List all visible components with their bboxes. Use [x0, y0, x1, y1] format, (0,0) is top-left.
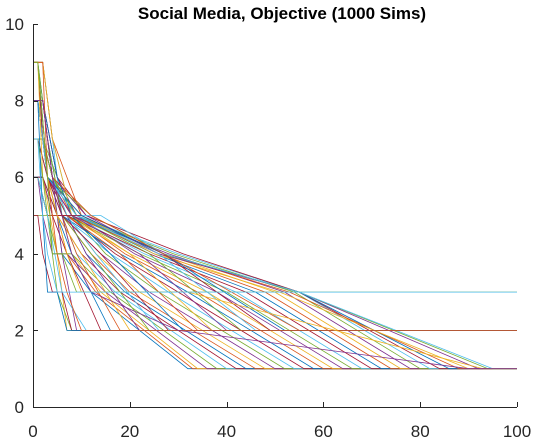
x-tick-label: 20 [120, 422, 139, 439]
y-tick-label: 8 [15, 92, 24, 111]
x-tick-label: 40 [217, 422, 236, 439]
series-group [33, 61, 517, 370]
tick-group: 0 20 40 60 80 100 0 2 4 6 8 10 [5, 15, 531, 439]
y-tick-label: 2 [15, 321, 24, 340]
series-line-5 [33, 215, 517, 370]
y-tick-label: 0 [15, 398, 24, 417]
y-tick-label: 6 [15, 168, 24, 187]
axes-group [33, 24, 518, 408]
y-tick-label: 4 [15, 245, 24, 264]
y-tick-label: 10 [5, 15, 24, 34]
chart-title: Social Media, Objective (1000 Sims) [138, 4, 426, 23]
x-tick-label: 0 [28, 422, 37, 439]
x-tick-label: 100 [503, 422, 531, 439]
series-line-60 [33, 100, 517, 370]
x-tick-label: 80 [411, 422, 430, 439]
series-line-62 [33, 138, 517, 293]
x-tick-label: 60 [314, 422, 333, 439]
